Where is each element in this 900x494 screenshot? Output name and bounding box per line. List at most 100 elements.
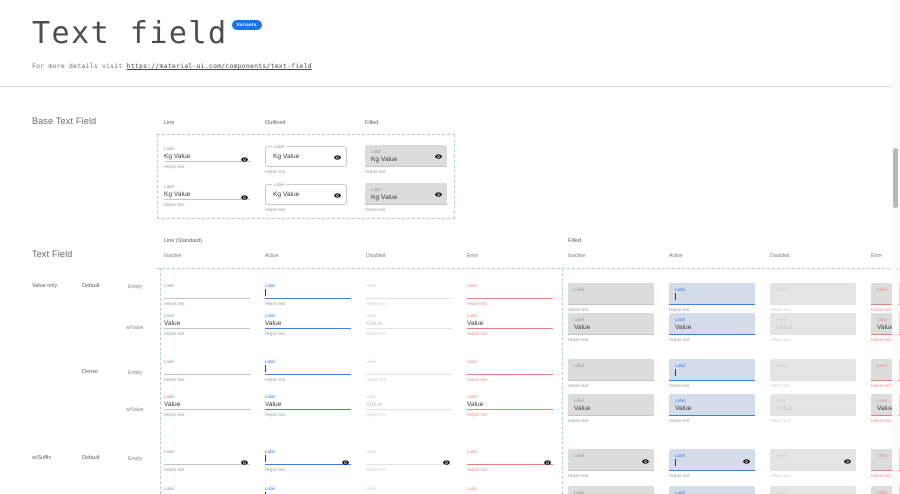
textfield-line-error-r1[interactable]: Label Value Helper text	[467, 313, 553, 337]
field-filled-box: Label	[568, 283, 654, 304]
textfield-filled-active-r0[interactable]: Label Helper text	[669, 283, 755, 313]
eye-icon[interactable]	[743, 458, 750, 465]
eye-icon[interactable]	[342, 459, 349, 466]
field-value: Value	[265, 320, 282, 327]
field-underline	[365, 204, 447, 205]
field-label: Label	[675, 490, 686, 494]
textfield-filled-inactive-r2[interactable]: Label Helper text	[568, 359, 654, 389]
field-label: Label	[164, 146, 175, 151]
eye-icon[interactable]	[334, 154, 341, 161]
field-label: Label	[877, 317, 888, 322]
field-value: Kg Value	[371, 193, 441, 202]
scrollbar-track[interactable]	[892, 0, 899, 494]
base-section-label-wrap: Base Text Field	[32, 116, 96, 126]
textfield-line-error-r0[interactable]: Label Helper text	[467, 283, 553, 307]
textfield-line-error-r4[interactable]: Label Helper text	[467, 449, 553, 473]
base-filled-field-2[interactable]: Label Kg Value Helper text	[365, 183, 447, 213]
textfield-line-inactive-r5[interactable]: Label Helper text	[164, 486, 250, 494]
field-helper: Helper text	[164, 331, 185, 336]
eye-icon[interactable]	[435, 191, 442, 198]
eye-icon[interactable]	[435, 153, 442, 160]
field-underline	[164, 298, 250, 299]
textfield-filled-inactive-r0[interactable]: Label Helper text	[568, 283, 654, 313]
field-label: Label	[574, 287, 585, 292]
eye-icon[interactable]	[241, 459, 248, 466]
scrollbar-thumb[interactable]	[893, 148, 898, 208]
state-label-line-error: Error	[467, 253, 479, 259]
field-underline	[164, 328, 250, 329]
textfield-line-active-r3[interactable]: Label Value Helper text	[265, 394, 351, 418]
textfield-line-active-r1[interactable]: Label Value Helper text	[265, 313, 351, 337]
textfield-filled-active-r1[interactable]: Label Value Helper text	[669, 313, 755, 343]
textfield-line-inactive-r2[interactable]: Label Helper text	[164, 359, 250, 383]
state-label-filled-disabled: Disabled	[770, 253, 790, 259]
eye-icon[interactable]	[334, 192, 341, 199]
field-label: Label	[164, 359, 175, 364]
textfield-line-inactive-r4[interactable]: Label Helper text	[164, 449, 250, 473]
textfield-filled-inactive-r5[interactable]: Label Helper text	[568, 486, 654, 494]
field-helper: Helper text	[265, 207, 286, 212]
eye-icon[interactable]	[443, 459, 450, 466]
base-outlined-field-2[interactable]: Label Kg Value Helper text	[265, 182, 347, 213]
row-label-w-suffix: w/Suffix	[32, 455, 52, 461]
textfield-line-inactive-r3[interactable]: Label Value Helper text	[164, 394, 250, 418]
field-underline	[467, 374, 553, 376]
field-helper: Helper text	[164, 202, 185, 207]
field-label: Label	[877, 287, 888, 292]
textfield-filled-active-r2[interactable]: Label Helper text	[669, 359, 755, 389]
field-filled-box: Label Kg Value	[365, 145, 447, 166]
base-line-field-1[interactable]: Label Kg Value Helper text	[164, 146, 250, 170]
textfield-filled-error-r5[interactable]: Label Helper text	[871, 486, 900, 494]
field-helper: Helper text	[568, 473, 589, 478]
textfield-filled-disabled-r4: Label Helper text	[770, 449, 856, 479]
page-header: Text field Variants For more details vis…	[0, 0, 900, 70]
eye-icon[interactable]	[844, 458, 851, 465]
eye-icon[interactable]	[241, 194, 248, 201]
textfield-filled-inactive-r1[interactable]: Label Value Helper text	[568, 313, 654, 343]
field-underline	[669, 304, 755, 306]
base-filled-field-1[interactable]: Label Kg Value Helper text	[365, 145, 447, 175]
textfield-line-inactive-r0[interactable]: Label Helper text	[164, 283, 250, 307]
field-value	[574, 369, 648, 378]
field-helper: Helper text	[265, 412, 286, 418]
field-filled-box: Label	[669, 283, 755, 304]
field-prefix: Kg	[164, 191, 173, 198]
field-filled-box: Label Value	[669, 394, 755, 415]
base-line-field-2[interactable]: Label Kg Value Helper text	[164, 184, 250, 208]
field-filled-box: Label	[770, 449, 856, 470]
textfield-filled-active-r4[interactable]: Label Helper text	[669, 449, 755, 479]
page-title: Text field	[32, 16, 228, 51]
field-helper: Helper text	[669, 307, 690, 313]
field-filled-box: Label	[568, 449, 654, 470]
textfield-line-active-r0[interactable]: Label Helper text	[265, 283, 351, 307]
field-underline	[467, 464, 553, 466]
textfield-line-active-r2[interactable]: Label Helper text	[265, 359, 351, 383]
textfield-line-error-r5[interactable]: Label Helper text	[467, 486, 553, 494]
base-col-filled-label: Filled	[365, 120, 379, 126]
textfield-filled-active-r3[interactable]: Label Value Helper text	[669, 394, 755, 424]
field-label: Label	[467, 486, 478, 491]
field-filled-box: Label	[669, 359, 755, 380]
textfield-line-active-r4[interactable]: Label Helper text	[265, 449, 351, 473]
textfield-filled-inactive-r4[interactable]: Label Helper text	[568, 449, 654, 479]
field-label: Label	[574, 363, 585, 368]
field-label: Label	[467, 449, 478, 454]
eye-icon[interactable]	[544, 459, 551, 466]
eye-icon[interactable]	[241, 156, 248, 163]
field-value: Kg Value	[273, 152, 339, 161]
field-underline	[164, 374, 250, 375]
textfield-filled-inactive-r3[interactable]: Label Value Helper text	[568, 394, 654, 424]
textfield-line-error-r3[interactable]: Label Value Helper text	[467, 394, 553, 418]
eye-icon[interactable]	[642, 458, 649, 465]
textfield-line-inactive-r1[interactable]: Label Value Helper text	[164, 313, 250, 337]
field-label: Label	[265, 313, 276, 318]
field-value	[366, 455, 452, 464]
docs-link[interactable]: https://material-ui.com/components/text-…	[126, 62, 312, 70]
field-underline	[871, 470, 900, 472]
textfield-line-error-r2[interactable]: Label Helper text	[467, 359, 553, 383]
base-outlined-field-1[interactable]: Label Kg Value Helper text	[265, 144, 347, 175]
field-label: Label	[675, 317, 686, 322]
